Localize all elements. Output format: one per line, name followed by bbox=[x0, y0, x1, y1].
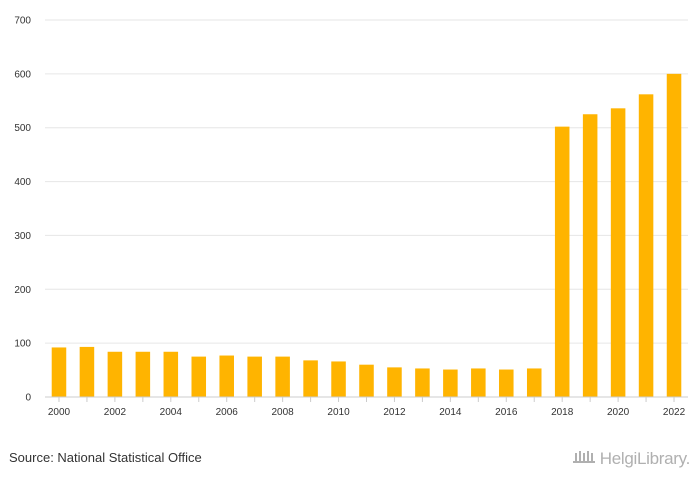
x-tick-label: 2020 bbox=[607, 407, 630, 418]
bar-2022[interactable] bbox=[666, 73, 682, 397]
x-tick-label: 2018 bbox=[551, 407, 574, 418]
bar-2008[interactable] bbox=[275, 356, 290, 397]
y-tick-label: 200 bbox=[14, 285, 31, 296]
library-building-icon bbox=[572, 448, 596, 469]
bar-2010[interactable] bbox=[331, 361, 346, 397]
bar-2013[interactable] bbox=[415, 368, 430, 397]
x-tick-label: 2022 bbox=[663, 407, 686, 418]
x-tick-label: 2002 bbox=[104, 407, 127, 418]
brand-name: HelgiLibrary. bbox=[599, 448, 691, 468]
x-tick-label: 2000 bbox=[48, 407, 71, 418]
x-tick-label: 2016 bbox=[495, 407, 518, 418]
gridlines bbox=[45, 19, 688, 344]
bar-2001[interactable] bbox=[79, 346, 95, 397]
bar-2014[interactable] bbox=[443, 369, 458, 397]
bar-2006[interactable] bbox=[219, 355, 234, 397]
bar-2005[interactable] bbox=[191, 356, 207, 397]
bar-2003[interactable] bbox=[135, 351, 151, 397]
bar-2017[interactable] bbox=[526, 368, 542, 397]
bar-2015[interactable] bbox=[471, 368, 486, 397]
bar-2009[interactable] bbox=[303, 360, 318, 397]
x-tick-label: 2014 bbox=[439, 407, 462, 418]
brand-logo[interactable]: HelgiLibrary. bbox=[572, 448, 690, 469]
bar-2021[interactable] bbox=[638, 94, 654, 397]
x-tick-label: 2004 bbox=[160, 407, 183, 418]
bar-2016[interactable] bbox=[499, 369, 514, 397]
y-tick-label: 600 bbox=[14, 69, 31, 80]
bar-2000[interactable] bbox=[51, 347, 67, 397]
bars bbox=[51, 73, 682, 397]
bar-2012[interactable] bbox=[387, 367, 402, 397]
y-tick-label: 100 bbox=[14, 339, 31, 350]
bar-2004[interactable] bbox=[163, 351, 179, 397]
y-tick-label: 700 bbox=[14, 16, 31, 27]
x-tick-label: 2012 bbox=[383, 407, 406, 418]
x-tick-label: 2008 bbox=[272, 407, 295, 418]
bar-2019[interactable] bbox=[582, 114, 598, 397]
y-tick-label: 400 bbox=[14, 177, 31, 188]
x-tick-label: 2010 bbox=[327, 407, 350, 418]
source-note: Source: National Statistical Office bbox=[9, 450, 202, 465]
y-axis-tick-labels: 0 100 200 300 400 500 600 700 bbox=[14, 16, 31, 404]
y-tick-label: 500 bbox=[14, 123, 31, 134]
x-axis-ticks: 2000 2002 2004 2006 2008 2010 2012 2014 2016 2018… bbox=[48, 397, 686, 418]
y-tick-label: 300 bbox=[14, 231, 31, 242]
bar-2018[interactable] bbox=[554, 126, 570, 397]
x-tick-label: 2006 bbox=[216, 407, 239, 418]
y-tick-label: 0 bbox=[25, 393, 31, 404]
bar-2011[interactable] bbox=[359, 364, 374, 397]
bar-2002[interactable] bbox=[107, 351, 123, 397]
bar-2020[interactable] bbox=[610, 108, 626, 397]
bar-2007[interactable] bbox=[247, 356, 262, 397]
